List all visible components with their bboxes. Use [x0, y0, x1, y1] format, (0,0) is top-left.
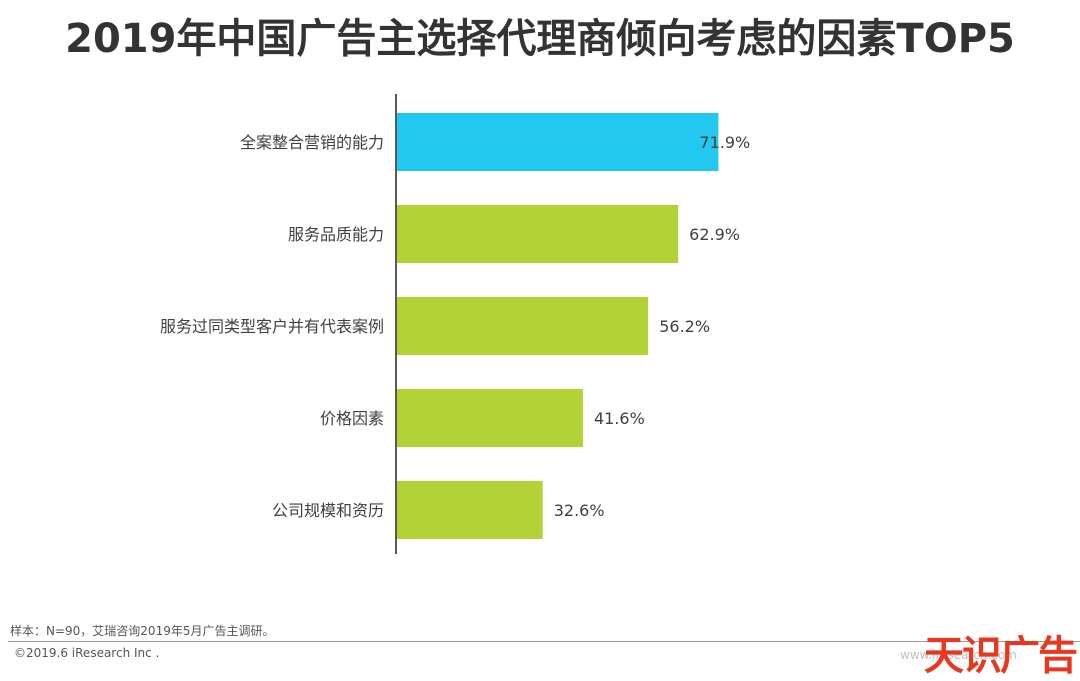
- footer-divider: [8, 641, 1080, 642]
- value-label: 32.6%: [554, 501, 605, 520]
- value-label: 56.2%: [659, 317, 710, 336]
- copyright-text: ©2019.6 iResearch Inc .: [14, 646, 160, 660]
- bar: [397, 389, 583, 447]
- value-label: 62.9%: [689, 225, 740, 244]
- brand-logo: 天识广告: [924, 633, 1078, 679]
- category-label: 服务品质能力: [288, 225, 384, 244]
- value-label: 41.6%: [594, 409, 645, 428]
- bar-chart: 全案整合营销的能力 71.9% 服务品质能力 62.9% 服务过同类型客户并有代表案例 5…: [160, 94, 750, 554]
- bar: [397, 205, 679, 263]
- value-label: 71.9%: [699, 133, 750, 152]
- watermark-url: www.iresearch.com: [900, 648, 1017, 662]
- source-note: 样本：N=90，艾瑞咨询2019年5月广告主调研。: [10, 624, 275, 638]
- category-label: 服务过同类型客户并有代表案例: [160, 317, 384, 336]
- bar: [397, 297, 649, 355]
- category-label: 公司规模和资历: [272, 501, 384, 520]
- bar: [397, 481, 543, 539]
- chart-title: 2019年中国广告主选择代理商倾向考虑的因素TOP5: [65, 16, 1015, 62]
- category-label: 全案整合营销的能力: [240, 133, 384, 152]
- bar: [397, 113, 719, 171]
- category-label: 价格因素: [320, 409, 384, 428]
